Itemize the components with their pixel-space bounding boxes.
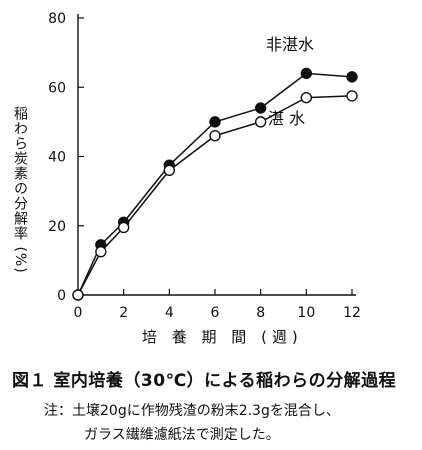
y-tick-label: 80 — [48, 11, 66, 27]
data-point-open — [95, 246, 107, 258]
x-tick-label: 6 — [211, 305, 220, 321]
data-point-open — [346, 90, 358, 102]
x-tick-label: 2 — [119, 305, 128, 321]
figure-note-line-1: 注：土壌20gに作物残渣の粉末2.3gを混合し、 — [44, 403, 340, 419]
data-point-open — [163, 164, 176, 177]
series-line-1 — [77, 72, 353, 296]
data-point-open — [117, 221, 130, 234]
data-point-open — [72, 289, 84, 301]
y-tick-label: 20 — [48, 219, 66, 235]
data-point-filled — [300, 67, 313, 80]
x-axis-label: 培 養 期 間 (週) — [142, 328, 303, 346]
y-axis-label: 稲わら炭素の分解率 (%) — [12, 106, 28, 274]
x-tick-label: 4 — [165, 305, 174, 321]
y-tick-label: 60 — [48, 80, 66, 96]
data-point-filled — [209, 116, 221, 128]
data-point-open — [254, 116, 267, 128]
y-tick-label: 0 — [57, 288, 66, 304]
series-label-1: 非湛水 — [266, 35, 314, 54]
figure-caption: 図１ 室内培養（30℃）による稲わらの分解過程 — [12, 371, 397, 391]
x-tick-label: 10 — [297, 305, 315, 321]
data-point-filled — [346, 71, 358, 83]
x-tick-label: 12 — [343, 305, 361, 321]
data-point-open — [209, 130, 221, 142]
x-tick-label: 8 — [256, 305, 265, 321]
figure-note-line-2: ガラス繊維濾紙法で測定した。 — [84, 427, 280, 443]
data-point-filled — [254, 102, 267, 114]
x-tick-label: 0 — [74, 305, 83, 321]
data-point-open — [300, 91, 313, 104]
series-label-2: 湛 水 — [268, 109, 305, 128]
y-tick-label: 40 — [48, 150, 66, 166]
